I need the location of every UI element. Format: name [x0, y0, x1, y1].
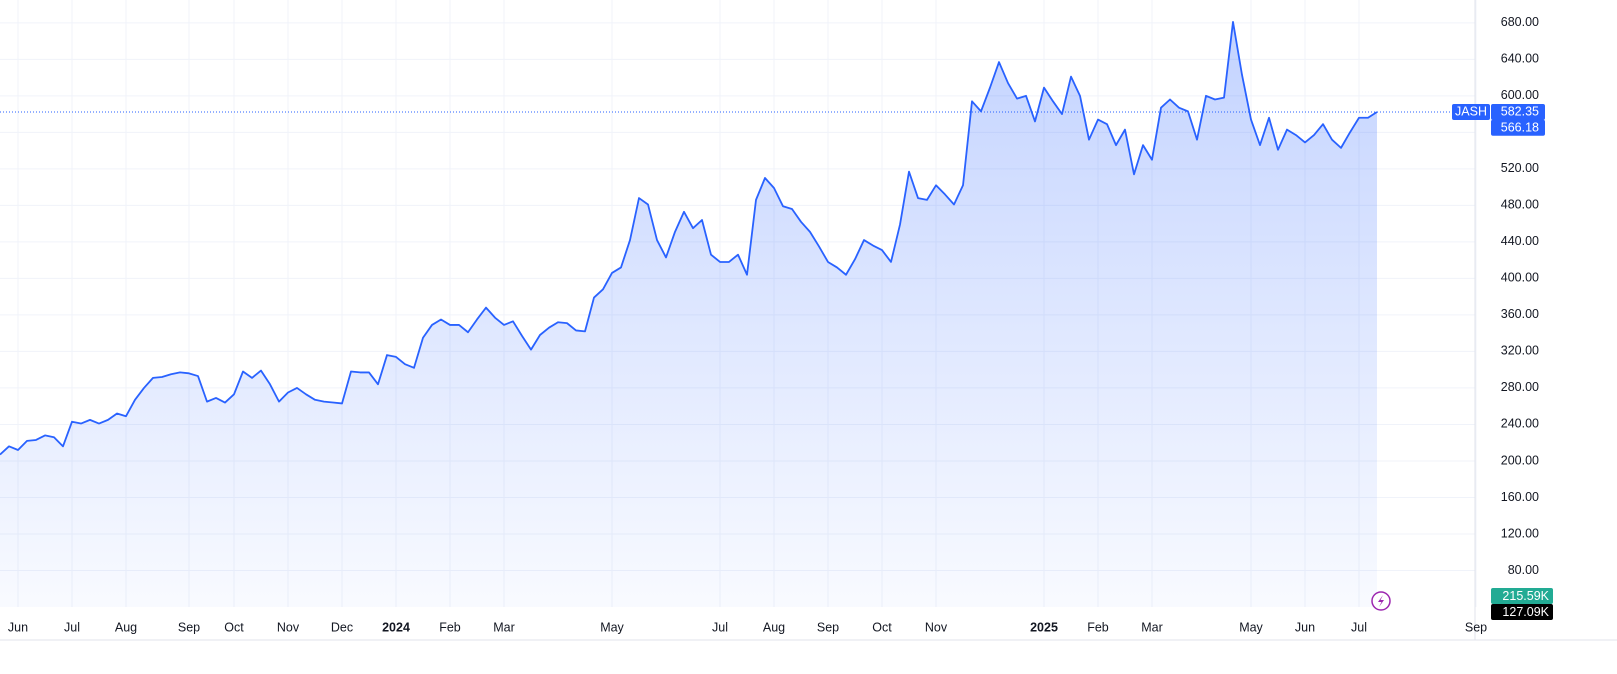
x-tick-label: Sep — [178, 620, 200, 634]
tags: 80.00 120.00 160.00 200.00 240.00 280.00 320.0… — [8, 15, 1617, 640]
plot — [0, 21, 1475, 607]
x-tick-label: Feb — [439, 620, 461, 634]
x-tick-label: Oct — [224, 620, 244, 634]
x-tick-label: Aug — [115, 620, 137, 634]
y-tick-label: 240.00 — [1501, 417, 1539, 431]
series-name: JASH — [1455, 105, 1487, 119]
x-tick-label: Oct — [872, 620, 892, 634]
last-price-label: 582.35 — [1501, 105, 1539, 119]
volume-tag — [1491, 588, 1553, 604]
y-tick-label: 120.00 — [1501, 526, 1539, 540]
x-tick-label: Dec — [331, 620, 353, 634]
y-tick-label: 680.00 — [1501, 15, 1539, 29]
y-tick-label: 320.00 — [1501, 344, 1539, 358]
x-tick-label: May — [600, 620, 624, 634]
x-tick-label: Sep — [817, 620, 839, 634]
x-tick-label: Nov — [277, 620, 300, 634]
y-tick-label: 160.00 — [1501, 490, 1539, 504]
y-tick-label: 200.00 — [1501, 453, 1539, 467]
volume-label: 215.59K — [1502, 589, 1549, 603]
x-tick-label: Feb — [1087, 620, 1109, 634]
area-fill — [0, 21, 1377, 607]
y-tick-label: 440.00 — [1501, 234, 1539, 248]
y-tick-label: 480.00 — [1501, 198, 1539, 212]
y-tick-label: 600.00 — [1501, 88, 1539, 102]
y-tick-label: 360.00 — [1501, 307, 1539, 321]
x-tick-label: Jun — [8, 620, 28, 634]
y-tick-label: 520.00 — [1501, 161, 1539, 175]
y-tick-label: 280.00 — [1501, 380, 1539, 394]
x-tick-label: 2025 — [1030, 620, 1058, 634]
x-tick-label: Mar — [1141, 620, 1163, 634]
y-tick-label: 400.00 — [1501, 271, 1539, 285]
series-name-tag — [1452, 103, 1490, 120]
y-tick-label: 80.00 — [1508, 563, 1539, 577]
secondary-price-tag — [1491, 119, 1545, 136]
x-tick-label: 2024 — [382, 620, 410, 634]
x-tick-label: Aug — [763, 620, 785, 634]
lightning-icon[interactable] — [1371, 591, 1391, 611]
volume-tag — [1491, 604, 1553, 620]
last-price-tag — [1491, 103, 1545, 120]
x-tick-label: Nov — [925, 620, 948, 634]
x-tick-label: Jul — [712, 620, 728, 634]
volume-label: 127.09K — [1502, 605, 1549, 619]
x-tick-label: Jul — [64, 620, 80, 634]
y-tick-label: 640.00 — [1501, 52, 1539, 66]
axis-strip — [1476, 608, 1617, 640]
price-line — [0, 21, 1378, 456]
x-tick-label: Mar — [493, 620, 515, 634]
x-tick-label: Sep — [1465, 620, 1487, 634]
x-tick-label: Jun — [1295, 620, 1315, 634]
x-tick-label: Jul — [1351, 620, 1367, 634]
x-tick-label: May — [1239, 620, 1263, 634]
secondary-price-label: 566.18 — [1501, 121, 1539, 135]
